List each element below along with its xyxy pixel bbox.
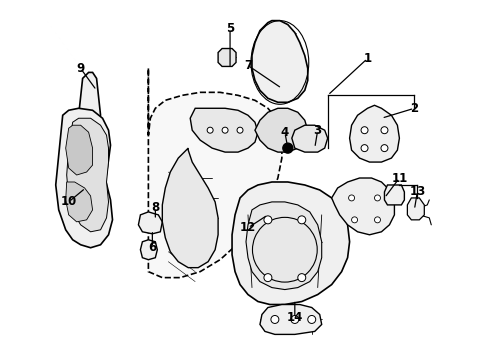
Circle shape	[237, 127, 243, 133]
Text: 12: 12	[240, 221, 256, 234]
Polygon shape	[407, 198, 424, 220]
Circle shape	[308, 315, 316, 323]
Circle shape	[264, 274, 272, 282]
Text: 13: 13	[409, 185, 425, 198]
Text: 11: 11	[392, 171, 408, 185]
Text: 2: 2	[410, 102, 418, 115]
Polygon shape	[141, 240, 157, 260]
Text: 8: 8	[151, 201, 159, 215]
Polygon shape	[255, 108, 308, 152]
Text: 10: 10	[61, 195, 77, 208]
Polygon shape	[162, 148, 218, 268]
Polygon shape	[260, 305, 322, 334]
Circle shape	[381, 145, 388, 152]
Polygon shape	[385, 185, 404, 205]
Polygon shape	[252, 21, 308, 102]
Circle shape	[298, 216, 306, 224]
Polygon shape	[66, 125, 93, 175]
Circle shape	[352, 217, 358, 223]
Polygon shape	[232, 182, 349, 305]
Circle shape	[298, 274, 306, 282]
Circle shape	[222, 127, 228, 133]
Circle shape	[283, 143, 293, 153]
Polygon shape	[56, 108, 113, 248]
Circle shape	[291, 315, 299, 323]
Circle shape	[361, 145, 368, 152]
Polygon shape	[218, 49, 236, 67]
Polygon shape	[78, 72, 100, 128]
Circle shape	[264, 216, 272, 224]
Polygon shape	[190, 108, 258, 152]
Circle shape	[207, 127, 213, 133]
Circle shape	[374, 217, 380, 223]
Polygon shape	[148, 68, 282, 278]
Text: 7: 7	[244, 59, 252, 72]
Text: 6: 6	[148, 241, 156, 254]
Polygon shape	[246, 202, 322, 289]
Circle shape	[271, 315, 279, 323]
Text: 14: 14	[287, 311, 303, 324]
Polygon shape	[292, 125, 328, 152]
Circle shape	[361, 127, 368, 134]
Circle shape	[381, 127, 388, 134]
Text: 9: 9	[76, 62, 85, 75]
Polygon shape	[138, 212, 162, 234]
Circle shape	[348, 195, 355, 201]
Text: 4: 4	[281, 126, 289, 139]
Polygon shape	[349, 105, 399, 162]
Polygon shape	[332, 178, 394, 235]
Text: 3: 3	[314, 124, 322, 137]
Text: 5: 5	[226, 22, 234, 35]
Polygon shape	[66, 182, 93, 222]
Circle shape	[374, 195, 380, 201]
Text: 1: 1	[364, 52, 371, 65]
Polygon shape	[67, 118, 108, 232]
